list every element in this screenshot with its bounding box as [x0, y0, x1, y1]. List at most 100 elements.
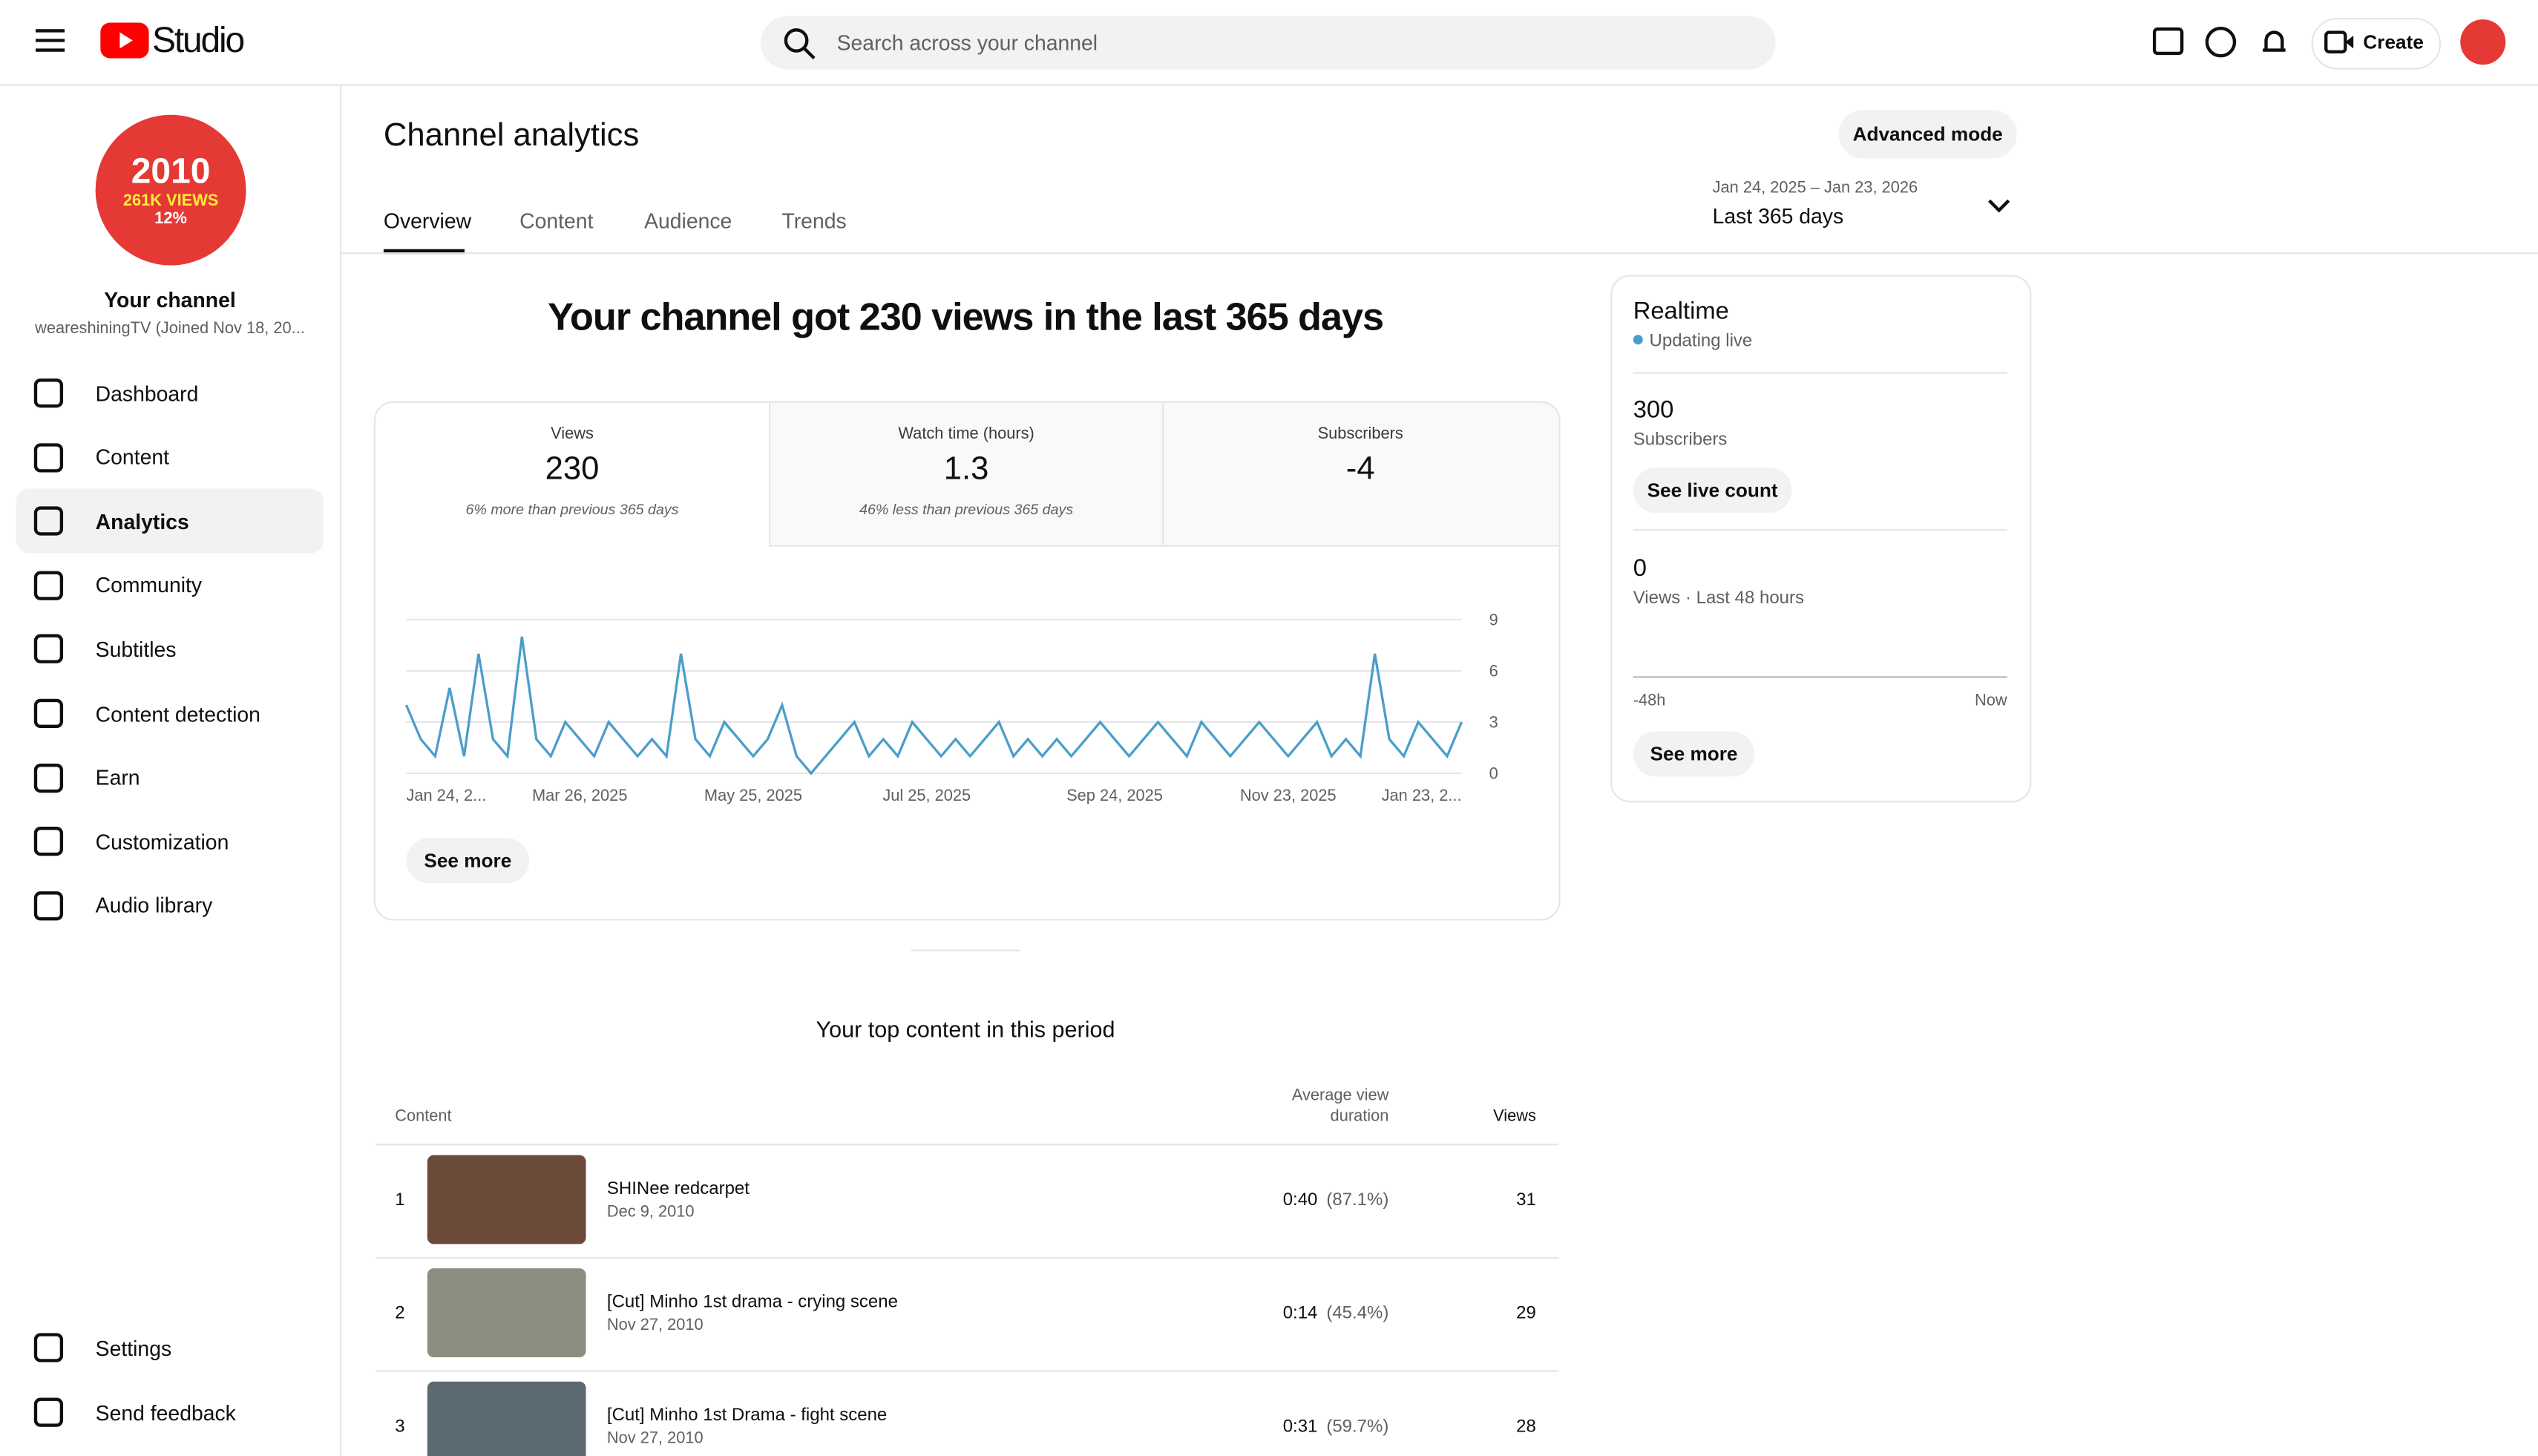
- date-range[interactable]: Jan 24, 2025 – Jan 23, 2026: [1712, 179, 1918, 197]
- tab[interactable]: Trends: [781, 209, 847, 233]
- channel-subtitle: weareshiningTV (Joined Nov 18, 20...: [35, 320, 305, 338]
- date-label[interactable]: Last 365 days: [1712, 203, 1844, 229]
- metric-label: Watch time (hours): [898, 425, 1034, 444]
- realtime-card: [1610, 275, 2032, 803]
- avatar-line: 12%: [154, 210, 187, 229]
- metric-label: Views: [551, 425, 594, 444]
- metric-tabs-bg: [769, 402, 1559, 547]
- avd-pct: (45.4%): [1326, 1304, 1389, 1324]
- avd: 0:14: [1282, 1304, 1318, 1324]
- nav-label[interactable]: Community: [95, 573, 203, 598]
- nav-label[interactable]: Subtitles: [95, 637, 177, 662]
- see-more-button[interactable]: See more: [406, 838, 530, 884]
- live-count-button[interactable]: See live count: [1633, 468, 1792, 514]
- divider: [1633, 528, 2007, 531]
- avd: 0:31: [1282, 1417, 1318, 1437]
- tab[interactable]: Content: [519, 209, 594, 233]
- nav-item[interactable]: Earn: [16, 745, 324, 810]
- row: [376, 1144, 1559, 1259]
- col-avd: Average view duration: [1291, 1086, 1389, 1127]
- nav-item[interactable]: Content: [16, 424, 324, 489]
- row: [376, 1256, 1559, 1372]
- nav-icon: [33, 891, 64, 920]
- avatar-line: 261K VIEWS: [122, 192, 219, 211]
- channel-avatar[interactable]: 2010 261K VIEWS 12%: [95, 114, 246, 266]
- axis-start: -48h: [1633, 692, 1666, 711]
- views: 28: [1516, 1417, 1536, 1437]
- nav-icon: [33, 634, 64, 664]
- create-button[interactable]: [2311, 17, 2442, 70]
- realtime-title: Realtime: [1633, 298, 1729, 326]
- separator: [911, 949, 1020, 951]
- avatar-line: 2010: [131, 150, 211, 191]
- thumbnail[interactable]: [427, 1381, 586, 1456]
- realtime-see-more[interactable]: See more: [1633, 731, 1755, 777]
- nav-item[interactable]: Subtitles: [16, 617, 324, 681]
- axis-end: Now: [1974, 692, 2007, 711]
- rank: 3: [395, 1417, 405, 1437]
- create-label[interactable]: Create: [2363, 30, 2424, 53]
- views-label: Views · Last 48 hours: [1633, 588, 1805, 609]
- metric-note: 6% more than previous 365 days: [465, 501, 679, 518]
- metric-note: 46% less than previous 365 days: [859, 501, 1074, 518]
- x-tick-label: Nov 23, 2025: [1240, 786, 1337, 804]
- thumbnail[interactable]: [427, 1155, 586, 1245]
- avd: 0:40: [1282, 1190, 1318, 1210]
- nav-item[interactable]: Audio library: [16, 873, 324, 938]
- col-views: Views: [1493, 1108, 1536, 1127]
- logo-text: Studio: [152, 19, 245, 60]
- nav-item[interactable]: Dashboard: [16, 361, 324, 425]
- metric-value: 1.3: [943, 451, 989, 488]
- views: 31: [1516, 1190, 1536, 1210]
- tab[interactable]: Audience: [644, 209, 732, 233]
- nav-label[interactable]: Earn: [95, 765, 140, 790]
- create-icon: [2324, 30, 2354, 53]
- nav-item[interactable]: Content detection: [16, 681, 324, 746]
- menu-button[interactable]: [35, 27, 65, 53]
- nav-item[interactable]: Send feedback: [16, 1380, 324, 1445]
- nav-label[interactable]: Content: [95, 445, 170, 470]
- date-dropdown[interactable]: [1987, 197, 2010, 214]
- y-tick-label: 3: [1489, 713, 1498, 732]
- nav-label[interactable]: Analytics: [95, 509, 189, 534]
- realtime-status: Updating live: [1649, 331, 1753, 352]
- rank: 1: [395, 1190, 405, 1210]
- overview-card: [373, 401, 1561, 921]
- search-box[interactable]: [761, 16, 1776, 70]
- subs-value: 300: [1633, 396, 1674, 424]
- video-title[interactable]: SHINee redcarpet: [606, 1179, 750, 1199]
- nav-label[interactable]: Dashboard: [95, 381, 199, 406]
- nav-label[interactable]: Content detection: [95, 701, 260, 726]
- nav-item[interactable]: Community: [16, 553, 324, 617]
- nav-item[interactable]: Analytics: [16, 488, 324, 554]
- top-bar: [0, 0, 2538, 86]
- row: [376, 1370, 1559, 1456]
- nav-label[interactable]: Audio library: [95, 893, 213, 918]
- avd-pct: (87.1%): [1326, 1190, 1389, 1210]
- video-date: Nov 27, 2010: [606, 1430, 704, 1449]
- search-icon: [784, 28, 816, 60]
- y-tick-label: 0: [1489, 764, 1498, 783]
- line: [404, 636, 1463, 775]
- nav-label[interactable]: Customization: [95, 829, 229, 854]
- nav-icon: [33, 378, 64, 408]
- avd-pct: (59.7%): [1326, 1417, 1389, 1437]
- nav-label[interactable]: Settings: [95, 1335, 172, 1360]
- search-placeholder[interactable]: Search across your channel: [836, 30, 1098, 56]
- metric-value: 230: [545, 451, 600, 488]
- x-tick-label: Mar 26, 2025: [532, 786, 627, 804]
- metric-divider: [1162, 402, 1164, 545]
- nav-icon: [33, 698, 64, 729]
- views-value: 0: [1633, 554, 1647, 583]
- header-icons[interactable]: [2152, 26, 2289, 59]
- advanced-mode-button[interactable]: Advanced mode: [1838, 110, 2017, 159]
- nav-item[interactable]: Customization: [16, 809, 324, 873]
- nav-label[interactable]: Send feedback: [95, 1400, 236, 1425]
- video-title[interactable]: [Cut] Minho 1st Drama - fight scene: [606, 1406, 888, 1426]
- nav-item[interactable]: Settings: [16, 1315, 324, 1380]
- account-avatar[interactable]: [2460, 19, 2506, 65]
- video-title[interactable]: [Cut] Minho 1st drama - crying scene: [606, 1292, 898, 1312]
- thumbnail[interactable]: [427, 1268, 586, 1358]
- tab[interactable]: Overview: [383, 209, 472, 233]
- logo-icon[interactable]: [100, 22, 149, 59]
